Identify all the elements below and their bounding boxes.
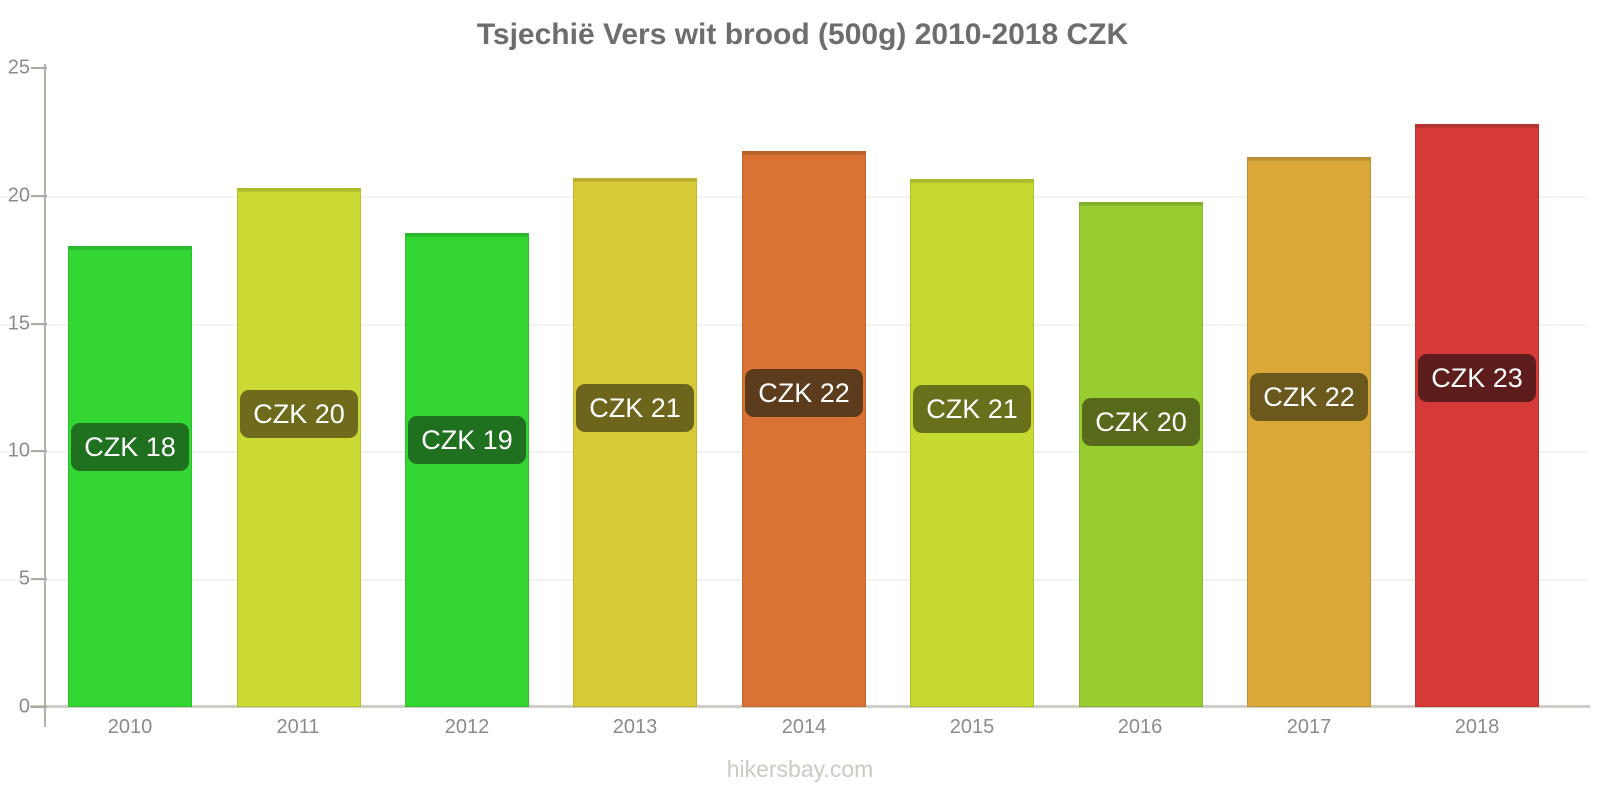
y-axis-line [44,64,46,727]
bar-2018: CZK 23 [1415,124,1539,707]
y-axis-label-5: 5 [18,567,30,590]
bar-value-badge-2017: CZK 22 [1250,373,1368,421]
bar-value-badge-2011: CZK 20 [240,390,358,438]
bar-value-badge-2015: CZK 21 [913,385,1031,433]
bar-2010: CZK 18 [68,246,192,707]
x-axis-label-2010: 2010 [107,716,153,738]
bar-value-badge-2010: CZK 18 [71,423,189,471]
bar-value-badge-2013: CZK 21 [576,384,694,432]
bar-2012: CZK 19 [405,233,529,707]
x-axis-label-2018: 2018 [1454,716,1500,738]
bar-value-badge-2018: CZK 23 [1418,354,1536,402]
bar-2015: CZK 21 [910,179,1034,707]
y-tick-5 [31,578,47,581]
x-axis-label-2012: 2012 [444,716,490,738]
watermark-hikersbay: hikersbay.com [726,756,874,782]
y-axis-label-10: 10 [7,439,30,462]
x-axis-label-2017: 2017 [1286,716,1332,738]
chart-title: Tsjechië Vers wit brood (500g) 2010-2018… [476,18,1129,51]
y-tick-0 [31,706,47,708]
y-axis-label-15: 15 [7,312,30,335]
bar-value-badge-2016: CZK 20 [1082,398,1200,446]
y-axis-label-20: 20 [7,184,30,207]
bar-2017: CZK 22 [1247,157,1371,707]
y-tick-10 [31,450,47,453]
bar-2013: CZK 21 [573,178,697,707]
y-tick-20 [31,194,47,197]
bar-2011: CZK 20 [237,188,361,707]
x-axis-label-2015: 2015 [949,716,995,738]
y-axis-label-0: 0 [18,695,30,718]
bar-value-badge-2012: CZK 19 [408,416,526,464]
y-tick-25 [31,67,47,69]
bar-value-badge-2014: CZK 22 [745,369,863,417]
bar-2014: CZK 22 [742,151,866,707]
x-axis-label-2016: 2016 [1117,716,1163,738]
y-tick-15 [31,322,47,325]
x-axis-label-2013: 2013 [612,716,658,738]
y-axis-label-25: 25 [7,56,30,79]
bar-2016: CZK 20 [1079,202,1203,707]
x-axis-label-2014: 2014 [781,716,827,738]
x-axis-label-2011: 2011 [276,716,320,738]
